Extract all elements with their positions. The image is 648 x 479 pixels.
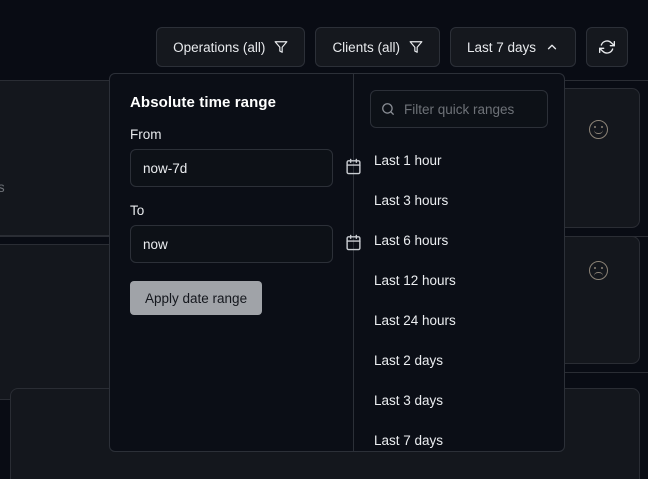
from-field-label: From: [130, 127, 162, 142]
calendar-icon: [345, 158, 362, 178]
quick-range-item[interactable]: Last 24 hours: [374, 312, 456, 328]
operations-filter-label: Operations (all): [173, 39, 266, 55]
quick-ranges-list[interactable]: Last 1 hour Last 3 hours Last 6 hours La…: [354, 140, 564, 451]
quick-range-item[interactable]: Last 3 hours: [374, 192, 449, 208]
smiley-face-icon: [589, 120, 608, 139]
to-calendar-button[interactable]: [343, 234, 363, 254]
quick-range-item[interactable]: Last 2 days: [374, 352, 444, 368]
quick-ranges-search-wrap: [370, 90, 548, 128]
quick-range-item[interactable]: Last 7 days: [374, 432, 444, 448]
quick-range-item[interactable]: Last 3 days: [374, 392, 444, 408]
funnel-icon: [409, 40, 423, 54]
quick-ranges-section: Last 1 hour Last 3 hours Last 6 hours La…: [354, 74, 564, 451]
background-stat-card: [0, 244, 120, 400]
refresh-icon: [599, 39, 615, 55]
to-input[interactable]: [130, 225, 333, 263]
clients-filter-label: Clients (all): [332, 39, 400, 55]
operations-filter-button[interactable]: Operations (all): [156, 27, 306, 67]
calendar-icon: [345, 234, 362, 254]
frowning-face-icon: [589, 261, 608, 280]
funnel-icon: [274, 40, 288, 54]
time-range-popover: Absolute time range From To: [109, 73, 565, 452]
from-field-row: [130, 149, 361, 187]
quick-range-item[interactable]: Last 1 hour: [374, 152, 442, 168]
time-range-label: Last 7 days: [466, 39, 536, 55]
background-card-caption: ations in last 7 days: [0, 180, 5, 195]
from-calendar-button[interactable]: [343, 158, 363, 178]
filters-toolbar: Operations (all) Clients (all) Last 7 da…: [0, 27, 648, 67]
to-field-label: To: [130, 203, 145, 218]
from-input[interactable]: [130, 149, 333, 187]
time-range-picker-button[interactable]: Last 7 days: [449, 27, 576, 67]
quick-range-item[interactable]: Last 12 hours: [374, 272, 456, 288]
clients-filter-button[interactable]: Clients (all): [315, 27, 440, 67]
refresh-button[interactable]: [586, 27, 628, 67]
background-stat-card: [0, 80, 120, 236]
apply-date-range-button[interactable]: Apply date range: [130, 281, 263, 315]
chevron-up-icon: [545, 40, 559, 54]
to-field-row: [130, 225, 361, 263]
absolute-time-range-section: Absolute time range From To: [110, 74, 361, 451]
absolute-time-range-title: Absolute time range: [130, 94, 277, 111]
quick-range-item[interactable]: Last 6 hours: [374, 232, 449, 248]
quick-ranges-search-input[interactable]: [370, 90, 548, 128]
